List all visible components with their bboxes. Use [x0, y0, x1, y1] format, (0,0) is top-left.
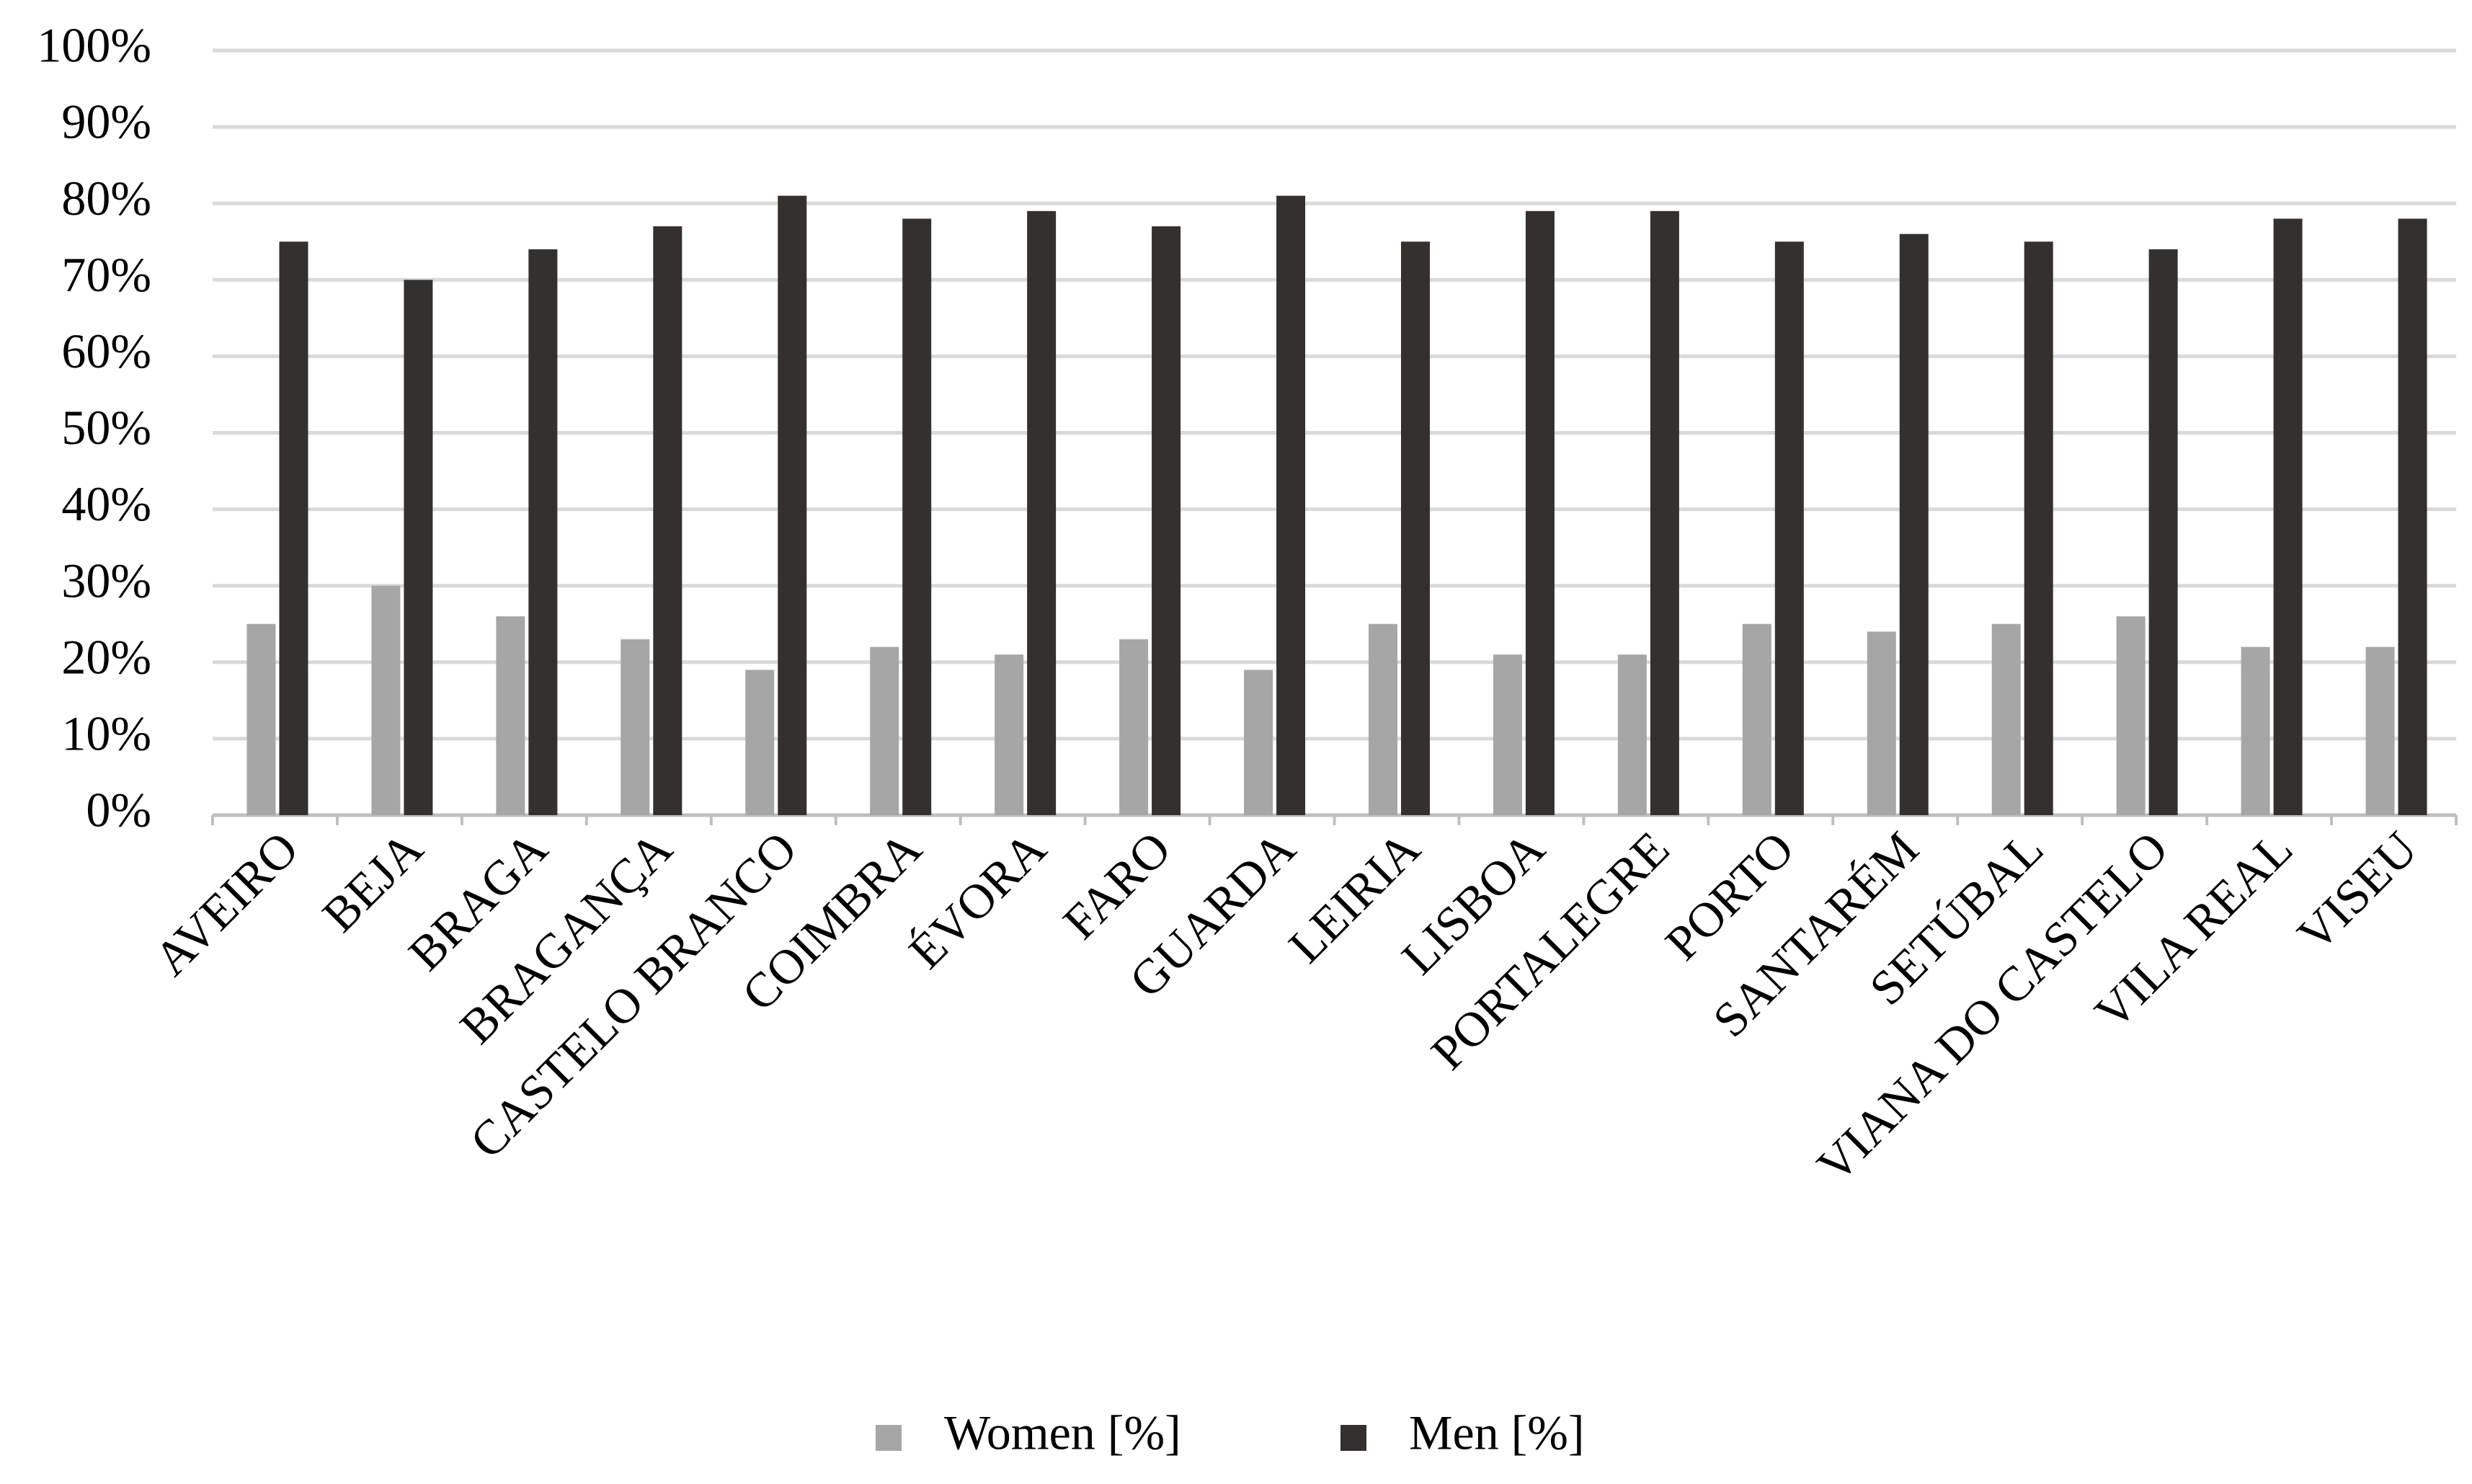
bar: [778, 195, 807, 816]
bar: [1276, 195, 1306, 816]
bar: [995, 654, 1024, 815]
y-tick-label: 60%: [61, 324, 151, 378]
legend-label: Men [%]: [1409, 1405, 1585, 1460]
bar: [246, 623, 276, 815]
y-tick-label: 90%: [61, 94, 151, 149]
bar: [404, 280, 433, 815]
bar: [1119, 639, 1149, 815]
x-tick-label: VISEU: [2287, 821, 2427, 961]
bar: [1493, 654, 1522, 815]
bar: [621, 639, 650, 815]
x-tick-label: AVEIRO: [143, 821, 308, 986]
y-tick-label: 100%: [37, 18, 151, 73]
bar: [1867, 631, 1896, 815]
bar: [1991, 623, 2021, 815]
bar: [2116, 616, 2146, 815]
bar: [2024, 241, 2053, 815]
bar: [496, 616, 525, 815]
bar: [1152, 226, 1181, 815]
bar: [1617, 654, 1647, 815]
bar: [2365, 647, 2395, 815]
bar: [528, 249, 558, 815]
bar: [653, 226, 683, 815]
y-tick-label: 20%: [61, 629, 151, 684]
y-tick-label: 40%: [61, 476, 151, 531]
bar: [1027, 210, 1057, 815]
bar: [1742, 623, 1771, 815]
legend-swatch: [1341, 1425, 1366, 1451]
bar: [2398, 218, 2427, 815]
bar: [1650, 210, 1679, 815]
y-tick-label: 10%: [61, 706, 151, 761]
bar: [1368, 623, 1397, 815]
x-tick-label: ÉVORA: [898, 821, 1056, 979]
bar: [1899, 234, 1929, 815]
bar: [1774, 241, 1804, 815]
legend-swatch: [876, 1425, 902, 1451]
y-tick-label: 0%: [86, 783, 151, 837]
bar: [371, 585, 401, 815]
bar: [902, 218, 932, 815]
bar: [1400, 241, 1430, 815]
y-tick-label: 50%: [61, 400, 151, 455]
bar: [1525, 210, 1555, 815]
bar: [2241, 647, 2270, 815]
bar: [2148, 249, 2178, 815]
y-tick-label: 30%: [61, 553, 151, 608]
y-tick-label: 70%: [61, 247, 151, 302]
bar: [2273, 218, 2303, 815]
bar: [279, 241, 308, 815]
bar: [870, 647, 899, 815]
y-tick-label: 80%: [61, 171, 151, 226]
legend-label: Women [%]: [944, 1405, 1181, 1460]
bar: [745, 670, 775, 815]
bar: [1244, 670, 1273, 815]
